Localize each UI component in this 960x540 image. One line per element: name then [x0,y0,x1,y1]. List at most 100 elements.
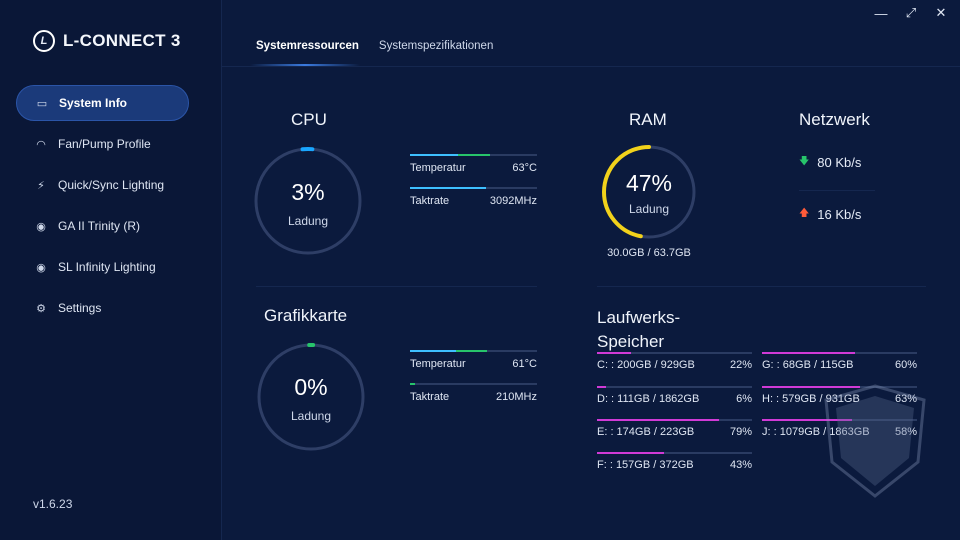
drive-j-bar [762,419,917,421]
sidebar-item-quick-sync-lighting[interactable]: ⚡ Quick/Sync Lighting [16,167,189,203]
gpu-temperature-value: 61°C [512,358,537,370]
cpu-clock-bar [410,187,537,189]
drive-g-label: G: : 68GB / 115GB [762,359,854,371]
cpu-gauge-ring [254,147,362,255]
arrow-down-icon: 🡇 [799,156,810,167]
sidebar-item-ga-ii-trinity[interactable]: ◉ GA II Trinity (R) [16,208,189,244]
drive-h-fill [762,386,860,388]
brand: L L-CONNECT 3 [33,30,181,52]
drives-title-line2: Speicher [597,332,665,351]
cpu-title: CPU [291,110,327,129]
cpu-temperature-fill [410,154,490,156]
sidebar-item-label: Quick/Sync Lighting [58,178,165,192]
drive-j-percent: 58% [895,426,917,438]
infinity-icon: ◉ [36,261,46,274]
cpu-temperature-label: Temperatur [410,162,466,174]
drive-h-bar [762,386,917,388]
ram-gauge: 47% Ladung [601,144,697,240]
network-download-value: 80 Kb/s [817,155,862,170]
drives-title-line1: Laufwerks- [597,308,681,327]
drive-g: G: : 68GB / 115GB 60% [762,352,917,371]
drive-j-label: J: : 1079GB / 1863GB [762,426,870,438]
network-upload: 🡅 16 Kb/s [799,206,861,223]
sidebar-nav: ▭ System Info ◠ Fan/Pump Profile ⚡ Quick… [16,85,189,331]
minimize-icon[interactable]: — [874,5,888,21]
header-divider [222,66,960,67]
sidebar-item-label: GA II Trinity (R) [58,219,141,233]
drive-d-fill [597,386,607,388]
drive-g-percent: 60% [894,359,917,371]
gpu-clock-value: 210MHz [496,391,537,403]
drive-f-bar [597,452,752,454]
cpu-temperature-bar [410,154,537,156]
drives-title: Laufwerks- Speicher [597,306,680,354]
sidebar-item-settings[interactable]: ⚙ Settings [16,290,189,326]
drive-e-fill [597,419,720,421]
monitor-icon: ▭ [36,97,48,110]
ram-load-label: Ladung [628,202,670,216]
network-divider [799,190,875,191]
drive-f: F: : 157GB / 372GB 43% [597,452,752,471]
drive-e: E: : 174GB / 223GB 79% [597,419,752,438]
sidebar-item-label: System Info [59,96,128,110]
tab-systemressourcen[interactable]: Systemressourcen [256,40,359,52]
section-divider [256,286,537,287]
sidebar-item-fan-pump-profile[interactable]: ◠ Fan/Pump Profile [16,126,189,162]
ram-gauge-ring [602,145,696,239]
ram-title: RAM [629,110,667,129]
cpu-temperature: Temperatur 63°C [410,154,537,174]
lianli-logo-icon: L [33,30,55,52]
maximize-icon[interactable]: ⤢ [905,5,917,20]
arrow-up-icon: 🡅 [799,208,810,219]
drive-f-fill [597,452,664,454]
drive-j-fill [762,419,852,421]
drive-e-bar [597,419,752,421]
gpu-load-value: 0% [294,374,328,400]
cpu-load-value: 3% [291,179,325,205]
gpu-clock-label: Taktrate [410,391,450,403]
gpu-temperature: Temperatur 61°C [410,350,537,370]
cpu-clock-label: Taktrate [410,195,450,207]
drive-e-label: E: : 174GB / 223GB [597,426,695,438]
drive-h-percent: 63% [894,393,917,405]
drive-c-percent: 22% [729,359,752,371]
ram-usage: 30.0GB / 63.7GB [607,247,691,259]
sidebar-item-system-info[interactable]: ▭ System Info [16,85,189,121]
drive-f-percent: 43% [729,459,752,471]
sidebar-item-sl-infinity-lighting[interactable]: ◉ SL Infinity Lighting [16,249,189,285]
drive-c-bar [597,352,752,354]
tab-systemspezifikationen[interactable]: Systemspezifikationen [378,40,494,52]
active-tab-indicator [250,64,360,66]
drive-d: D: : 111GB / 1862GB 6% [597,386,752,405]
drive-g-bar [762,352,917,354]
gpu-clock-fill [410,383,416,385]
sidebar: L L-CONNECT 3 ▭ System Info ◠ Fan/Pump P… [0,0,222,540]
drive-d-label: D: : 111GB / 1862GB [597,393,700,405]
drive-d-percent: 6% [736,393,752,405]
drive-d-bar [597,386,752,388]
window-controls: — ⤢ ✕ [870,4,952,22]
gpu-title: Grafikkarte [264,306,348,325]
drive-g-fill [762,352,855,354]
cpu-clock-fill [410,187,487,189]
gpu-clock: Taktrate 210MHz [410,383,537,403]
close-icon[interactable]: ✕ [935,5,947,20]
tab-bar: Systemressourcen Systemspezifikationen [256,40,493,64]
ram-load-value: 47% [625,170,673,196]
network-download: 🡇 80 Kb/s [799,154,861,171]
cpu-temperature-value: 63°C [512,162,537,174]
gpu-gauge: 0% Ladung [256,342,366,452]
section-divider-right [597,286,926,287]
gpu-clock-bar [410,383,537,385]
drive-f-label: F: : 157GB / 372GB [597,459,694,471]
sidebar-item-label: SL Infinity Lighting [58,260,156,274]
sidebar-item-label: Settings [58,301,102,315]
fan-curve-icon: ◠ [36,138,46,151]
drive-c-label: C: : 200GB / 929GB [597,359,695,371]
network-title: Netzwerk [799,110,870,129]
gpu-temperature-label: Temperatur [410,358,466,370]
target-icon: ◉ [36,220,46,233]
cpu-gauge: 3% Ladung [253,146,363,256]
network-upload-value: 16 Kb/s [817,207,862,222]
sidebar-item-label: Fan/Pump Profile [58,137,151,151]
